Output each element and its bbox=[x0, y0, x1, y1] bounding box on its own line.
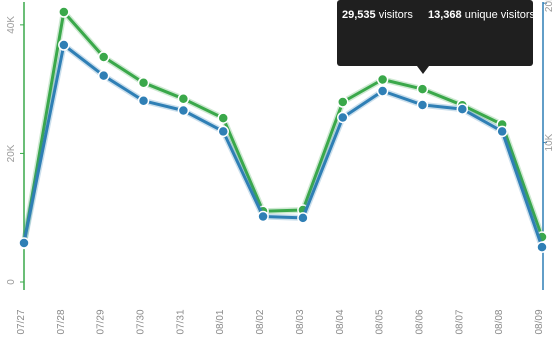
series-line-blue bbox=[22, 43, 544, 249]
x-axis-tick-label: 07/30 bbox=[136, 309, 147, 334]
left-axis-tick-label: 40K bbox=[6, 16, 17, 34]
series-point-blue[interactable] bbox=[416, 99, 429, 111]
series-point-green[interactable] bbox=[58, 6, 70, 18]
left-axis-tick-label: 0 bbox=[6, 279, 17, 285]
tooltip: 29,535 visitors 13,368 unique visitors bbox=[337, 0, 536, 74]
right-axis-tick-label: 10K bbox=[544, 133, 555, 151]
x-axis-tick-label: 08/08 bbox=[494, 309, 505, 334]
series-point-blue[interactable] bbox=[97, 69, 110, 82]
tooltip-box bbox=[337, 0, 533, 66]
x-axis-tick-label: 08/04 bbox=[335, 309, 346, 334]
x-axis-tick-label: 08/01 bbox=[215, 309, 226, 334]
series-point-blue[interactable] bbox=[58, 39, 70, 51]
x-axis-tick-label: 07/27 bbox=[16, 309, 27, 334]
tooltip-unique-visitors: 13,368 unique visitors bbox=[428, 9, 536, 21]
tooltip-pointer bbox=[417, 66, 429, 74]
tooltip-visitors-value: 29,535 bbox=[342, 9, 376, 21]
series-point-green[interactable] bbox=[177, 93, 190, 105]
x-axis-tick-label: 07/31 bbox=[175, 309, 186, 334]
tooltip-visitors-label: visitors bbox=[376, 9, 414, 21]
series-point-blue[interactable] bbox=[257, 210, 269, 223]
series-point-green[interactable] bbox=[416, 83, 429, 95]
left-axis-tick-label: 20K bbox=[6, 144, 17, 162]
x-axis-tick-label: 08/07 bbox=[454, 309, 465, 334]
x-axis-tick-label: 08/03 bbox=[295, 309, 306, 334]
series-point-blue[interactable] bbox=[217, 125, 229, 138]
series-point-blue[interactable] bbox=[536, 241, 548, 253]
tooltip-visitors: 29,535 visitors bbox=[342, 9, 413, 21]
series-line-green bbox=[22, 10, 544, 245]
series-point-green[interactable] bbox=[217, 112, 229, 124]
series-point-blue[interactable] bbox=[18, 237, 30, 249]
series-point-green[interactable] bbox=[137, 76, 150, 89]
series-point-green[interactable] bbox=[376, 73, 389, 86]
series-point-blue[interactable] bbox=[297, 212, 309, 224]
series-point-green[interactable] bbox=[97, 51, 110, 63]
x-axis-tick-label: 08/09 bbox=[534, 309, 545, 334]
series-point-green[interactable] bbox=[337, 96, 349, 108]
series-point-blue[interactable] bbox=[337, 111, 349, 124]
series-point-blue[interactable] bbox=[456, 103, 469, 115]
x-axis-tick-label: 08/02 bbox=[255, 309, 266, 334]
series-point-blue[interactable] bbox=[137, 95, 150, 107]
series-point-blue[interactable] bbox=[177, 104, 190, 117]
tooltip-unique-visitors-value: 13,368 bbox=[428, 9, 462, 21]
x-axis-tick-label: 08/05 bbox=[375, 309, 386, 334]
x-axis-tick-label: 07/28 bbox=[56, 309, 67, 334]
series-point-blue[interactable] bbox=[496, 125, 508, 138]
series-point-blue[interactable] bbox=[376, 85, 389, 97]
right-axis-tick-label: 20K bbox=[544, 0, 555, 12]
x-axis-tick-label: 07/29 bbox=[96, 309, 107, 334]
x-axis-tick-label: 08/06 bbox=[414, 309, 425, 334]
tooltip-unique-visitors-label: unique visitors bbox=[462, 9, 536, 21]
